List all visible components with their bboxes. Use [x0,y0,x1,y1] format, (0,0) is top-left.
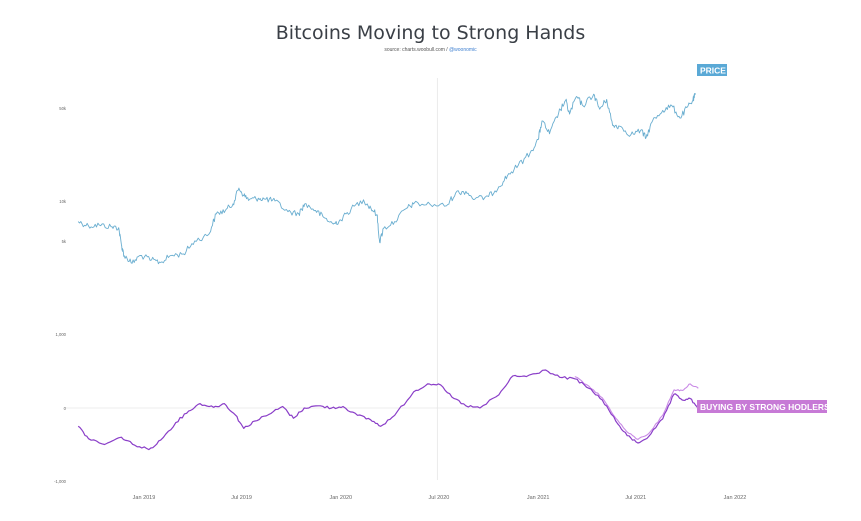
x-tick-label: Jul 2019 [231,495,252,501]
chart-source: source: charts.woobull.com / @woonomic [0,47,861,53]
chart-title: Bitcoins Moving to Strong Hands [275,22,586,44]
x-tick-label: Jan 2022 [724,495,747,501]
x-tick-label: Jul 2021 [625,495,646,501]
flow-tick-label: 0 [64,406,67,411]
price-tick-label: 50k [59,106,67,111]
buying-series-label: BUYING BY STRONG HODLERS [700,402,830,412]
price-series-label: PRICE [700,66,726,76]
source-text: source: charts.woobull.com / [384,47,448,53]
buying-line-secondary [574,376,699,440]
buying-label-box [697,400,827,413]
flow-tick-label: -1,000 [54,479,67,484]
x-tick-label: Jan 2019 [133,495,156,501]
source-handle: @woonomic [449,47,477,53]
x-tick-label: Jan 2021 [527,495,550,501]
x-tick-label: Jul 2020 [429,495,450,501]
price-tick-label: 1,000 [56,332,67,337]
price-tick-label: 10k [59,199,67,204]
price-line [77,92,696,265]
price-tick-label: 5k [62,239,67,244]
price-label-box [697,64,727,76]
buying-line [77,369,699,451]
x-tick-label: Jan 2020 [329,495,352,501]
